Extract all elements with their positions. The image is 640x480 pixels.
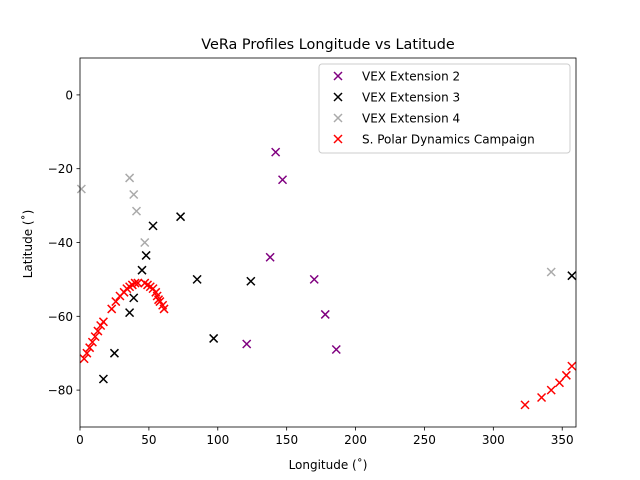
data-point bbox=[148, 221, 158, 231]
series-1 bbox=[242, 147, 341, 355]
data-point bbox=[567, 361, 577, 371]
plot-area: 0 50 100 150 200 250 300 350 0 −20 −40 −60 −80 bbox=[48, 57, 577, 447]
x-tick-label: 0 bbox=[76, 433, 84, 447]
y-axis-label: Latitude (˚) bbox=[20, 210, 35, 279]
data-point bbox=[76, 184, 86, 194]
legend-item: S. Polar Dynamics Campaign bbox=[333, 133, 535, 147]
x-tick-label: 350 bbox=[551, 433, 574, 447]
x-tick-label: 250 bbox=[413, 433, 436, 447]
data-point bbox=[125, 173, 135, 183]
data-point bbox=[111, 297, 121, 307]
x-tick-label: 100 bbox=[206, 433, 229, 447]
data-point bbox=[107, 304, 117, 314]
data-point bbox=[546, 385, 556, 395]
y-tick-label: −80 bbox=[48, 384, 73, 398]
data-point bbox=[520, 400, 530, 410]
legend: VEX Extension 2 VEX Extension 3 VEX Extens… bbox=[318, 63, 571, 154]
legend-label: VEX Extension 4 bbox=[362, 112, 460, 126]
legend-item: VEX Extension 3 bbox=[333, 91, 460, 105]
data-point bbox=[192, 274, 202, 284]
legend-label: VEX Extension 2 bbox=[362, 70, 460, 84]
legend-label: VEX Extension 3 bbox=[362, 91, 460, 105]
legend-marker bbox=[333, 71, 343, 81]
y-tick-label: −60 bbox=[48, 310, 73, 324]
x-tick-label: 150 bbox=[275, 433, 298, 447]
chart-title: VeRa Profiles Longitude vs Latitude bbox=[201, 37, 455, 53]
y-tick-label: −20 bbox=[48, 162, 73, 176]
data-point bbox=[125, 308, 135, 318]
x-axis-label: Longitude (˚) bbox=[289, 457, 368, 472]
data-point bbox=[85, 343, 95, 353]
legend-item: VEX Extension 2 bbox=[333, 70, 460, 84]
data-point bbox=[109, 348, 119, 358]
x-tick-label: 200 bbox=[344, 433, 367, 447]
data-point bbox=[93, 326, 103, 336]
data-point bbox=[90, 332, 100, 342]
data-point bbox=[209, 333, 219, 343]
data-point bbox=[331, 344, 341, 355]
data-point bbox=[567, 271, 577, 281]
data-point bbox=[242, 339, 252, 349]
data-point bbox=[278, 175, 288, 185]
legend-item: VEX Extension 4 bbox=[333, 112, 460, 126]
data-point bbox=[98, 317, 108, 327]
data-point bbox=[129, 293, 139, 303]
series-3 bbox=[76, 173, 556, 277]
series-2 bbox=[98, 212, 577, 384]
data-point bbox=[159, 304, 169, 314]
data-point bbox=[82, 348, 92, 358]
data-point bbox=[129, 189, 139, 200]
data-point bbox=[271, 147, 281, 157]
data-point bbox=[140, 237, 150, 248]
legend-marker bbox=[333, 113, 343, 123]
legend-label: S. Polar Dynamics Campaign bbox=[362, 133, 535, 147]
data-point bbox=[561, 370, 571, 380]
data-point bbox=[137, 265, 147, 275]
data-point bbox=[246, 276, 256, 286]
data-point bbox=[537, 392, 547, 403]
data-point bbox=[309, 274, 319, 284]
y-tick-label: 0 bbox=[65, 88, 73, 102]
series-4 bbox=[79, 278, 577, 410]
data-point bbox=[87, 337, 97, 347]
data-point bbox=[79, 354, 89, 364]
data-point bbox=[131, 206, 142, 216]
data-point bbox=[554, 378, 564, 388]
data-point bbox=[98, 374, 108, 384]
data-point bbox=[546, 267, 556, 277]
data-point bbox=[133, 278, 143, 288]
legend-marker bbox=[333, 134, 343, 144]
data-point bbox=[176, 212, 186, 222]
data-point bbox=[265, 252, 275, 262]
legend-marker bbox=[333, 92, 343, 102]
y-tick-label: −40 bbox=[48, 236, 73, 250]
x-tick-label: 300 bbox=[482, 433, 505, 447]
x-tick-label: 50 bbox=[141, 433, 156, 447]
data-point bbox=[320, 309, 330, 319]
data-point bbox=[130, 278, 140, 288]
legend-box bbox=[318, 63, 571, 154]
data-point bbox=[141, 250, 151, 260]
